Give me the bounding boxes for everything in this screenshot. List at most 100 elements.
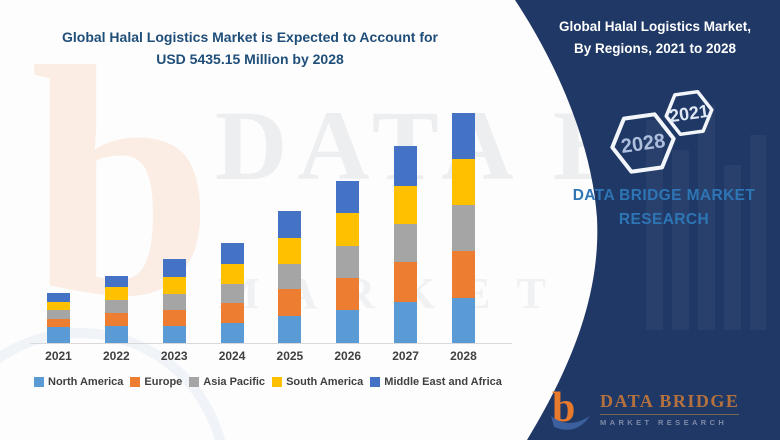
bar-segment-north-america (47, 327, 70, 343)
x-label-text: 2024 (218, 349, 246, 363)
panel-title: Global Halal Logistics Market, By Region… (535, 16, 775, 61)
chart-title: Global Halal Logistics Market is Expecte… (15, 27, 485, 70)
dbmr-logo-subtitle: MARKET RESEARCH (600, 418, 728, 427)
bars (47, 111, 475, 343)
bar-segment-south-america (278, 238, 302, 265)
bar-segment-middle-east-and-africa (278, 211, 302, 239)
hexagon-2021-icon: 2021 (664, 89, 714, 137)
legend-label-south-america: South America (286, 376, 364, 388)
bar-segment-north-america (394, 302, 418, 343)
legend: North America Europe Asia Pacific South Ame… (34, 376, 524, 388)
x-label-2028: 2028 (450, 349, 477, 363)
legend-label-north-america: North America (48, 376, 124, 388)
x-label-text: 2028 (450, 349, 477, 363)
bar-segment-asia-pacific (104, 300, 128, 314)
legend-label-asia-pacific: Asia Pacific (203, 376, 266, 388)
x-label-2025: 2025 (276, 349, 304, 363)
bar-segment-south-america (47, 301, 70, 311)
bar-segment-south-america (451, 158, 475, 206)
bar-segment-middle-east-and-africa (394, 146, 418, 186)
panel-brand-text: DATA BRIDGE MARKET RESEARCH (548, 184, 780, 232)
bar-segment-north-america (220, 323, 244, 343)
chart-title-line2: USD 5435.15 Million by 2028 (156, 50, 344, 67)
legend-item-asia-pacific: Asia Pacific (189, 376, 265, 388)
year-hexagons: 2028 2021 (610, 89, 714, 174)
x-label-2024: 2024 (218, 349, 246, 363)
bar-segment-asia-pacific (220, 283, 244, 303)
bar-2021 (47, 293, 70, 343)
bar-segment-south-america (336, 213, 360, 247)
legend-label-middle-east-and-africa: Middle East and Africa (384, 376, 502, 388)
x-label-text: 2023 (160, 349, 188, 363)
bar-segment-asia-pacific (394, 224, 418, 263)
bar-segment-middle-east-and-africa (220, 242, 244, 264)
panel-brand-line2: RESEARCH (618, 211, 710, 229)
bar-segment-south-america (394, 185, 418, 225)
panel-brand-line1: DATA BRIDGE MARKET (572, 187, 756, 204)
bar-segment-asia-pacific (336, 246, 360, 279)
bar-segment-north-america (278, 315, 302, 343)
legend-swatch-south-america (272, 377, 283, 387)
legend-swatch-north-america (34, 377, 44, 387)
dbmr-logo-name: DATA BRIDGE (600, 391, 740, 415)
bar-segment-europe (47, 318, 70, 327)
legend-swatch-europe (130, 377, 141, 387)
bar-2023 (162, 259, 186, 343)
x-label-2022: 2022 (103, 349, 130, 363)
x-label-text: 2021 (45, 349, 72, 363)
panel-title-line2: By Regions, 2021 to 2028 (573, 41, 737, 57)
chart-title-line1: Global Halal Logistics Market is Expecte… (61, 29, 438, 45)
bar-segment-europe (451, 251, 475, 299)
bar-segment-asia-pacific (162, 293, 186, 311)
bar-2025 (278, 211, 302, 343)
bar-segment-europe (162, 310, 186, 326)
legend-item-north-america: North America (34, 376, 123, 388)
bar-segment-south-america (162, 276, 186, 294)
bar-segment-europe (394, 262, 418, 303)
bar-segment-north-america (104, 326, 128, 343)
x-label-text: 2027 (392, 349, 419, 363)
bar-2026 (336, 180, 360, 343)
x-label-text: 2025 (276, 349, 304, 363)
x-label-text: 2026 (334, 349, 362, 363)
x-axis-line (30, 343, 512, 344)
bar-segment-asia-pacific (47, 310, 70, 319)
svg-text:b: b (552, 385, 575, 431)
hexagon-2028-label: 2028 (620, 130, 667, 158)
bar-segment-europe (336, 278, 360, 310)
bar-segment-middle-east-and-africa (104, 276, 128, 288)
x-label-text: 2022 (103, 349, 130, 363)
dbmr-logo: b DATA BRIDGE MARKET RESEARCH (548, 383, 758, 435)
bar-segment-south-america (104, 287, 128, 301)
bar-segment-europe (278, 289, 302, 316)
bar-segment-south-america (220, 263, 244, 284)
legend-swatch-middle-east-and-africa (370, 377, 381, 387)
x-label-2027: 2027 (392, 349, 419, 363)
bar-segment-europe (220, 303, 244, 323)
x-label-2021: 2021 (45, 349, 72, 363)
bar-segment-asia-pacific (278, 264, 302, 290)
x-label-2026: 2026 (334, 349, 362, 363)
panel-skyline-decoration (646, 105, 766, 330)
legend-label-europe: Europe (144, 376, 183, 388)
x-axis-labels: 2021 2022 2023 2024 2025 2026 2027 2028 (45, 349, 477, 363)
x-label-2023: 2023 (160, 349, 188, 363)
bar-segment-middle-east-and-africa (336, 180, 360, 214)
bar-2024 (220, 242, 244, 343)
bar-segment-north-america (451, 298, 475, 343)
bar-segment-asia-pacific (451, 205, 475, 252)
bar-segment-north-america (336, 309, 360, 343)
bar-segment-middle-east-and-africa (162, 259, 186, 277)
legend-item-europe: Europe (130, 376, 182, 388)
panel-title-line1: Global Halal Logistics Market, (558, 19, 752, 34)
bar-segment-north-america (162, 326, 186, 343)
legend-item-south-america: South America (272, 376, 363, 388)
hexagon-2028-icon: 2028 (610, 112, 676, 174)
dbmr-logo-b-icon: b (551, 385, 590, 431)
bar-segment-middle-east-and-africa (451, 113, 475, 159)
bar-segment-middle-east-and-africa (47, 293, 70, 302)
legend-swatch-asia-pacific (189, 377, 200, 387)
dbmr-logo-text: DATA BRIDGE MARKET RESEARCH (600, 391, 740, 427)
